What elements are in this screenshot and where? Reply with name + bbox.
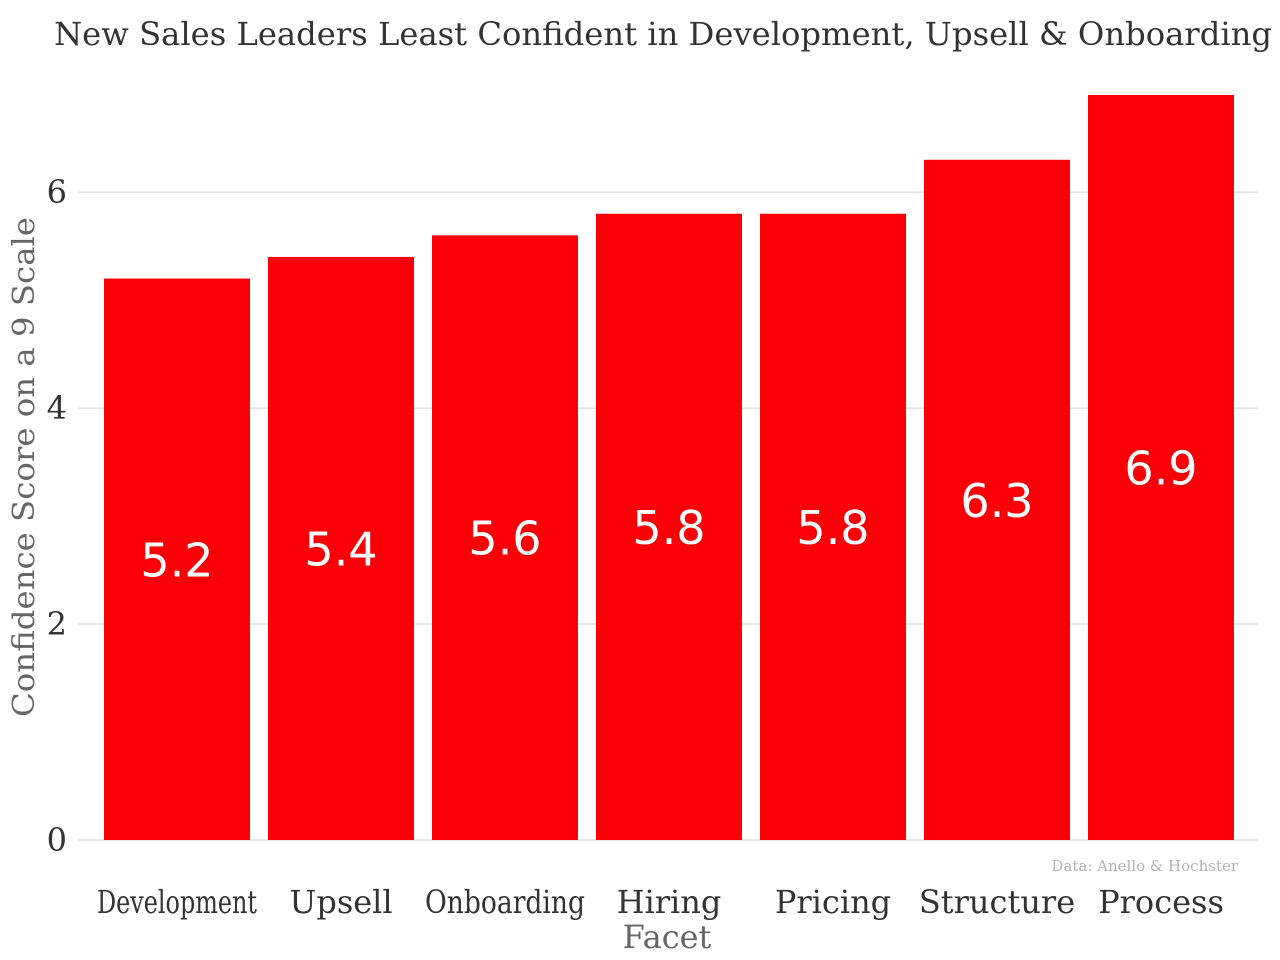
x-tick-label: Structure xyxy=(919,883,1075,921)
bar xyxy=(268,256,414,840)
data-source-caption: Data: Anello & Hochster xyxy=(1051,857,1238,875)
x-tick-label: Upsell xyxy=(289,883,392,921)
bar xyxy=(760,213,906,840)
bar-value-label: 5.8 xyxy=(796,501,869,555)
x-tick-label: Process xyxy=(1098,883,1224,921)
bar-value-label: 6.3 xyxy=(960,474,1033,528)
value-labels-layer: 5.2 5.4 5.6 5.8 5.8 6.3 6.9 xyxy=(140,442,1197,588)
bar-value-label: 5.8 xyxy=(632,501,705,555)
bar-value-label: 6.9 xyxy=(1124,442,1197,496)
bar xyxy=(1088,95,1234,840)
y-tick-label: 2 xyxy=(47,605,67,643)
x-tick-label: Development xyxy=(97,883,257,921)
x-tick-label: Hiring xyxy=(617,883,722,921)
x-axis-ticks: Development Upsell Onboarding Hiring Pricing… xyxy=(97,883,1224,921)
bar-value-label: 5.2 xyxy=(140,533,213,587)
chart-title: New Sales Leaders Least Confident in Dev… xyxy=(54,15,1272,53)
y-tick-label: 0 xyxy=(47,821,67,859)
bar xyxy=(432,235,578,841)
x-axis-label: Facet xyxy=(623,918,712,956)
bar-value-label: 5.6 xyxy=(468,512,541,566)
y-axis-label: Confidence Score on a 9 Scale xyxy=(7,217,42,717)
x-tick-label: Pricing xyxy=(775,883,891,921)
bar xyxy=(596,213,742,840)
bar xyxy=(924,159,1070,841)
y-tick-label: 4 xyxy=(47,389,67,427)
x-tick-label: Onboarding xyxy=(425,883,585,921)
bar-value-label: 5.4 xyxy=(304,522,377,576)
y-tick-label: 6 xyxy=(47,173,67,211)
bar xyxy=(104,278,250,840)
bars-layer xyxy=(104,95,1234,841)
y-axis-ticks: 0 2 4 6 xyxy=(47,173,67,859)
